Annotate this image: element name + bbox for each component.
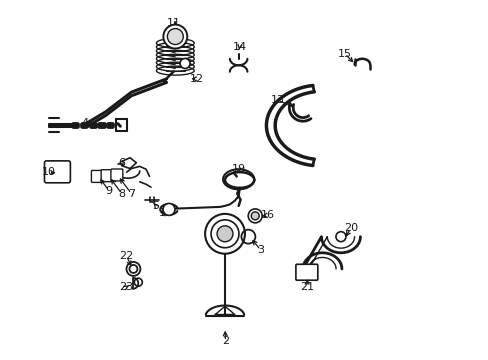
Text: 21: 21 bbox=[299, 282, 313, 292]
Text: 10: 10 bbox=[41, 167, 56, 177]
Circle shape bbox=[163, 203, 175, 215]
FancyBboxPatch shape bbox=[44, 161, 70, 183]
Text: 5: 5 bbox=[152, 201, 159, 211]
Text: 14: 14 bbox=[232, 42, 246, 51]
Text: 13: 13 bbox=[270, 95, 284, 105]
Text: 12: 12 bbox=[190, 74, 204, 84]
Text: 8: 8 bbox=[118, 189, 125, 199]
Text: 6: 6 bbox=[118, 158, 125, 168]
Text: 3: 3 bbox=[257, 245, 264, 255]
Text: 9: 9 bbox=[105, 186, 112, 196]
Circle shape bbox=[335, 232, 345, 242]
Circle shape bbox=[217, 226, 232, 242]
Text: 1: 1 bbox=[223, 217, 229, 227]
Text: 17: 17 bbox=[158, 208, 172, 218]
Circle shape bbox=[251, 212, 259, 220]
Text: 7: 7 bbox=[128, 189, 135, 199]
Circle shape bbox=[248, 209, 262, 223]
Text: 2: 2 bbox=[222, 336, 228, 346]
Text: 4: 4 bbox=[81, 118, 88, 128]
Circle shape bbox=[211, 220, 239, 248]
Circle shape bbox=[167, 28, 183, 45]
Text: 22: 22 bbox=[119, 251, 134, 261]
Text: 18: 18 bbox=[225, 225, 239, 234]
Text: 23: 23 bbox=[119, 282, 133, 292]
FancyBboxPatch shape bbox=[91, 170, 103, 183]
Text: 19: 19 bbox=[231, 163, 245, 174]
Text: 11: 11 bbox=[166, 18, 181, 28]
FancyBboxPatch shape bbox=[111, 169, 122, 181]
FancyBboxPatch shape bbox=[101, 170, 113, 182]
FancyBboxPatch shape bbox=[295, 264, 317, 280]
Circle shape bbox=[204, 214, 244, 254]
Text: 15: 15 bbox=[337, 49, 351, 59]
Circle shape bbox=[163, 24, 187, 49]
Circle shape bbox=[180, 58, 190, 68]
Text: 20: 20 bbox=[343, 224, 357, 233]
Text: 16: 16 bbox=[260, 210, 274, 220]
